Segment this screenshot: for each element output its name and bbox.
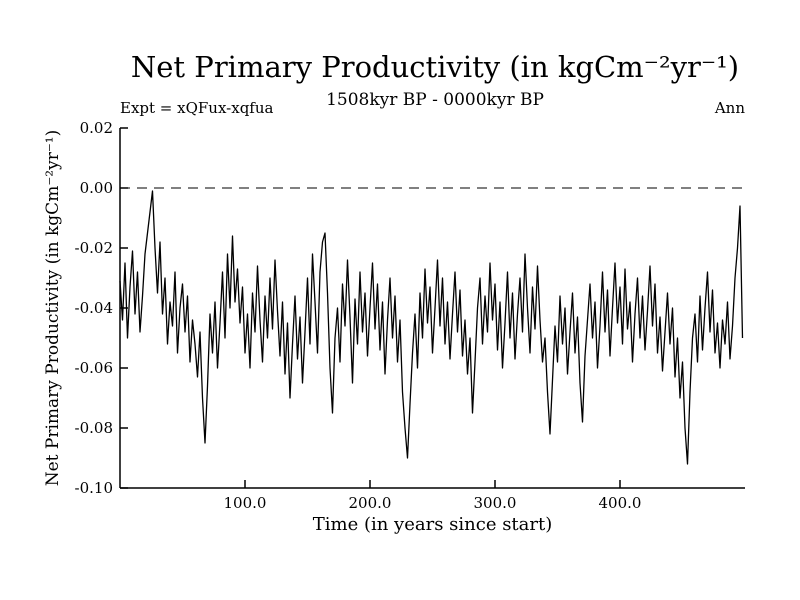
npp-series-line [119, 190, 744, 465]
chart-title: Net Primary Productivity (in kgCm⁻²yr⁻¹) [130, 50, 740, 84]
chart-subtitle: 1508kyr BP - 0000kyr BP [326, 90, 544, 110]
x-tick-label: 400.0 [599, 494, 642, 512]
x-tick-label: 300.0 [474, 494, 517, 512]
x-tick-label: 100.0 [224, 494, 267, 512]
x-axis-title: Time (in years since start) [312, 514, 553, 535]
y-tick-label: -0.04 [75, 299, 113, 317]
x-tick-label: 200.0 [349, 494, 392, 512]
experiment-label: Expt = xQFux-xqfua [120, 99, 274, 117]
y-axis-title: Net Primary Productivity (in kgCm⁻²yr⁻¹) [43, 129, 63, 487]
y-tick-label: -0.10 [75, 479, 113, 497]
period-label: Ann [714, 99, 745, 117]
y-tick-label: -0.08 [75, 419, 113, 437]
y-tick-label: -0.06 [75, 359, 113, 377]
y-tick-label: 0.00 [80, 179, 113, 197]
y-tick-label: 0.02 [80, 119, 113, 137]
y-tick-label: -0.02 [75, 239, 113, 257]
